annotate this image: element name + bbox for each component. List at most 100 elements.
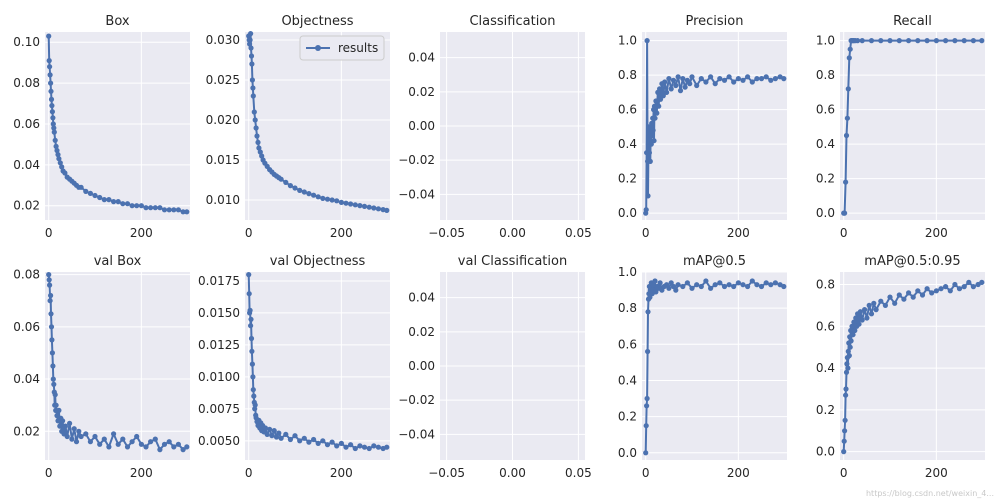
box-data-point: [47, 72, 53, 78]
objectness-data-point: [338, 199, 344, 205]
precision-data-point: [735, 76, 742, 82]
objectness-plot-area: [245, 32, 390, 220]
precision-data-point: [650, 127, 656, 133]
panel-val-box: val Box 0.02 0.04 0.06 0.08 0 200: [13, 254, 190, 480]
recall-data-point: [906, 38, 912, 44]
map-0-5-0-95-ytick-label: 0.4: [816, 361, 835, 375]
map-0-5-xtick-label: 0: [642, 466, 650, 480]
classification-ytick-label: 0.04: [408, 51, 435, 65]
objectness-data-point: [366, 204, 372, 210]
val-box-data-point: [52, 392, 58, 398]
map-0-5-0-95-data-point: [943, 284, 949, 290]
val-objectness-data-point: [311, 436, 317, 443]
recall-ytick-label: 0.2: [816, 172, 835, 186]
classification-ytick-label: 0.00: [408, 119, 435, 133]
precision-data-point: [703, 79, 709, 85]
val-box-data-point: [175, 441, 181, 447]
val-box-data-point: [60, 418, 66, 424]
recall-data-point: [859, 38, 865, 44]
val-objectness-data-point: [249, 361, 255, 367]
map-0-5-0-95-data-point: [843, 369, 850, 375]
map-0-5-data-point: [645, 348, 651, 355]
precision-data-point: [763, 74, 769, 80]
objectness-data-point: [301, 189, 307, 195]
objectness-data-point: [249, 77, 255, 83]
objectness-ytick-label: 0.010: [206, 193, 240, 207]
objectness-data-point: [254, 133, 260, 139]
precision-data-point: [781, 76, 787, 82]
map-0-5-0-95-data-point: [979, 279, 985, 285]
precision-data-point: [657, 86, 663, 92]
recall-ytick-label: 0.8: [816, 68, 835, 82]
precision-data-point: [708, 74, 714, 80]
classification-title: Classification: [469, 14, 555, 29]
box-data-point: [59, 164, 65, 170]
val-objectness-data-point: [352, 445, 358, 452]
objectness-data-point: [311, 192, 317, 198]
map-0-5-data-point: [666, 285, 672, 291]
objectness-data-point: [297, 187, 303, 193]
map-0-5-0-95-data-point: [947, 288, 953, 294]
map-0-5-0-95-data-point: [929, 290, 935, 296]
map-0-5-data-point: [717, 280, 723, 286]
val-box-xtick-label: 0: [45, 466, 53, 480]
val-classification-ytick-label: −0.04: [398, 427, 435, 441]
precision-data-point: [758, 76, 765, 82]
box-data-point: [50, 115, 56, 121]
objectness-data-point: [292, 185, 298, 191]
val-objectness-data-point: [278, 435, 284, 441]
box-ytick-label: 0.08: [13, 76, 40, 90]
map-0-5-data-point: [708, 285, 714, 291]
recall-xtick-label: 200: [925, 226, 948, 240]
box-data-point: [180, 209, 186, 215]
box-data-point: [106, 197, 112, 203]
box-data-point: [50, 121, 56, 127]
map-0-5-0-95-data-point: [853, 315, 859, 321]
val-box-data-point: [138, 441, 144, 447]
legend-marker: [315, 45, 321, 51]
precision-data-point: [660, 93, 666, 99]
precision-title: Precision: [685, 14, 743, 29]
val-objectness-data-point: [262, 425, 268, 431]
box-data-point: [97, 194, 103, 201]
box-data-point: [49, 103, 55, 109]
map-0-5-ytick-label: 0.6: [618, 337, 637, 351]
precision-data-point: [649, 132, 655, 139]
val-box-data-point: [53, 402, 59, 408]
recall-data-point: [842, 210, 848, 216]
recall-data-point: [855, 38, 861, 44]
val-objectness-data-point: [276, 430, 282, 436]
map-0-5-0-95-data-point: [843, 386, 849, 392]
box-data-point: [171, 207, 177, 213]
map-0-5-data-point: [643, 423, 649, 429]
classification-ytick-label: −0.02: [398, 153, 435, 167]
precision-ytick-label: 0.0: [618, 206, 637, 220]
map-0-5-data-point: [721, 283, 728, 290]
recall-data-point: [924, 38, 930, 44]
precision-ytick-label: 0.8: [618, 68, 637, 82]
map-0-5-0-95-data-point: [850, 332, 856, 338]
precision-data-point: [652, 115, 658, 121]
recall-ytick-label: 0.6: [816, 103, 835, 117]
map-0-5-0-95-title: mAP@0.5:0.95: [864, 254, 960, 269]
map-0-5-0-95-data-point: [841, 449, 847, 455]
val-objectness-data-point: [384, 444, 390, 450]
box-data-point: [55, 152, 61, 158]
val-box-data-point: [83, 431, 89, 437]
box-data-point: [148, 205, 154, 211]
val-objectness-data-point: [248, 316, 254, 322]
precision-data-point: [653, 98, 659, 104]
precision-plot-area: [642, 32, 787, 220]
box-data-point: [92, 192, 98, 199]
precision-xtick-label: 0: [642, 226, 650, 240]
precision-data-point: [687, 81, 693, 87]
val-objectness-ytick-label: 0.0150: [198, 306, 240, 320]
precision-data-point: [670, 77, 677, 83]
map-0-5-0-95-data-point: [847, 344, 853, 350]
box-data-point: [53, 143, 59, 149]
box-data-point: [46, 58, 52, 64]
map-0-5-0-95-data-point: [852, 327, 858, 334]
val-box-data-point: [48, 324, 55, 330]
objectness-data-point: [278, 176, 284, 182]
box-ytick-label: 0.02: [13, 199, 40, 213]
